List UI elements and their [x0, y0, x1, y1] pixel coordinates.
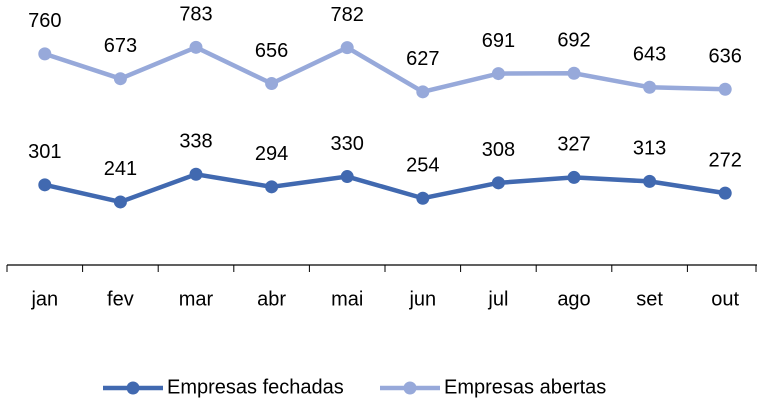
data-label: 760 — [28, 10, 61, 32]
x-tick-label: out — [711, 288, 739, 310]
x-tick-label: fev — [107, 288, 134, 310]
data-point — [189, 40, 203, 54]
data-label: 636 — [709, 46, 742, 68]
x-tick-label: jul — [487, 288, 508, 310]
legend-label: Empresas fechadas — [167, 376, 344, 398]
data-label: 308 — [482, 139, 515, 161]
data-label: 643 — [633, 44, 666, 66]
data-point — [718, 82, 732, 96]
data-point — [643, 174, 657, 188]
data-label: 330 — [331, 133, 364, 155]
data-label: 254 — [406, 155, 439, 177]
data-point — [340, 41, 354, 55]
data-point — [38, 47, 52, 61]
data-label: 782 — [331, 4, 364, 26]
data-point — [416, 191, 430, 205]
data-point — [567, 170, 581, 184]
data-label: 327 — [557, 134, 590, 156]
data-label: 627 — [406, 48, 439, 70]
data-label: 783 — [179, 4, 212, 26]
data-label: 691 — [482, 30, 515, 52]
x-tick-label: mar — [179, 288, 214, 310]
x-tick-label: jan — [30, 288, 58, 310]
data-label: 692 — [557, 30, 590, 52]
data-label: 241 — [104, 158, 137, 180]
data-label: 301 — [28, 141, 61, 163]
data-point — [567, 66, 581, 80]
data-point — [189, 167, 203, 181]
legend-marker — [126, 381, 140, 395]
data-label: 656 — [255, 40, 288, 62]
data-point — [265, 180, 279, 194]
data-label: 313 — [633, 138, 666, 160]
data-label: 272 — [709, 149, 742, 171]
x-tick-label: jun — [408, 288, 436, 310]
data-point — [416, 85, 430, 99]
data-point — [265, 77, 279, 91]
x-tick-label: set — [636, 288, 663, 310]
data-point — [113, 72, 127, 86]
data-label: 338 — [179, 131, 212, 153]
series-line — [44, 44, 726, 95]
legend-label: Empresas abertas — [444, 376, 606, 398]
data-point — [491, 176, 505, 190]
legend-marker — [403, 381, 417, 395]
data-point — [491, 67, 505, 81]
data-label: 673 — [104, 35, 137, 57]
data-label: 294 — [255, 143, 288, 165]
x-tick-label: ago — [557, 288, 590, 310]
data-point — [718, 186, 732, 200]
x-tick-label: abr — [257, 288, 286, 310]
data-point — [340, 170, 354, 184]
series-line — [44, 171, 726, 205]
data-point — [113, 195, 127, 209]
x-tick-label: mai — [331, 288, 363, 310]
data-point — [643, 80, 657, 94]
data-point — [38, 178, 52, 192]
